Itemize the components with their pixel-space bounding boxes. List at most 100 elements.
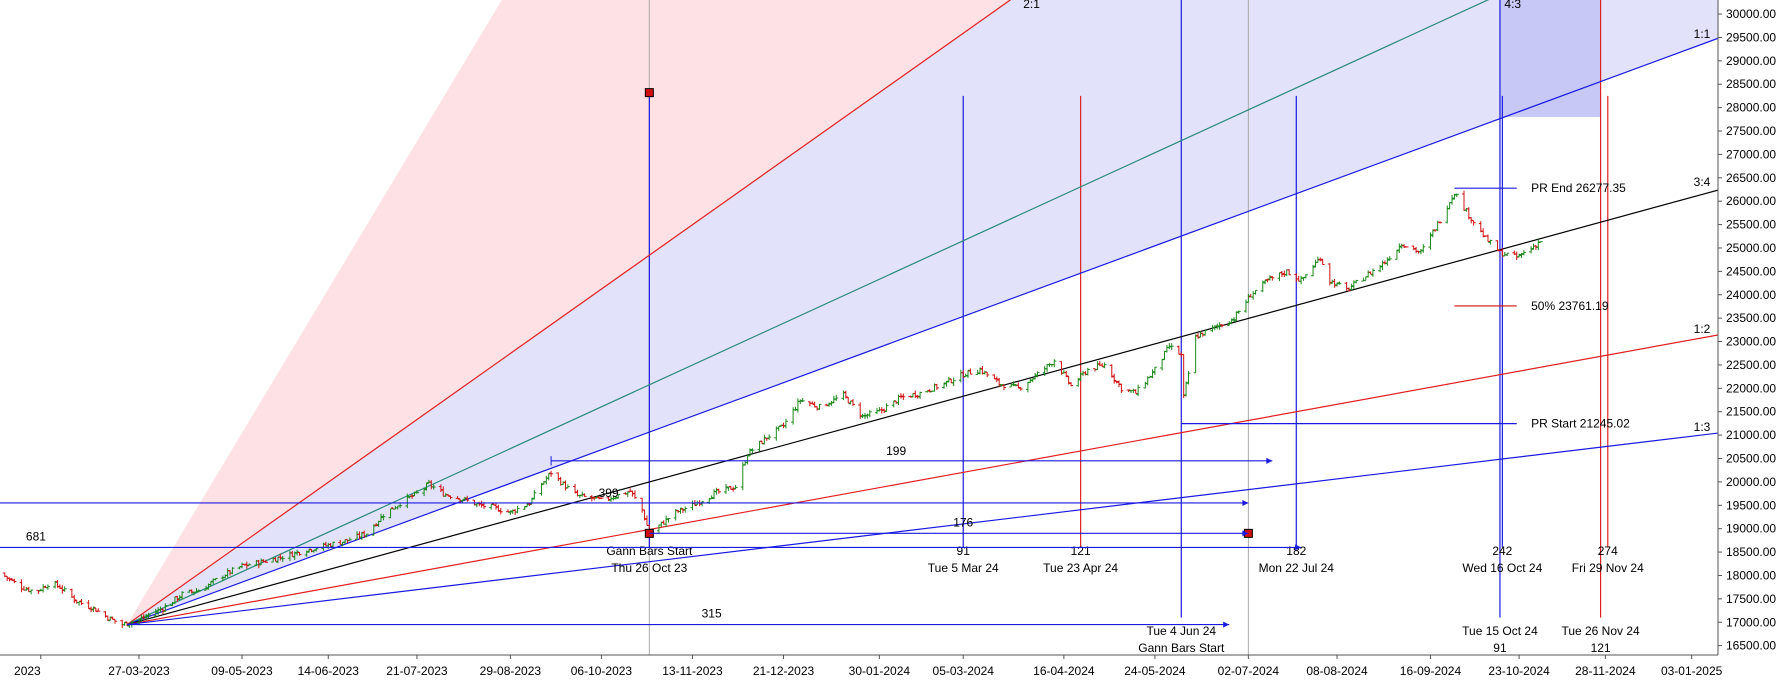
price-bar (1064, 370, 1069, 378)
price-bar (273, 557, 278, 562)
cycle-count-1: 91 (957, 544, 971, 558)
price-bar (29, 589, 34, 595)
x-tick-label-12: 24-05-2024 (1124, 664, 1186, 678)
price-bar (1253, 289, 1258, 295)
price-bar (1370, 268, 1375, 277)
price-bar (36, 589, 41, 595)
price-bar (831, 395, 836, 404)
price-bar (1533, 245, 1538, 250)
price-bar (589, 495, 594, 502)
price-bar (573, 483, 578, 494)
y-tick-label-21: 19500.00 (1726, 498, 1776, 512)
price-bar (666, 518, 671, 523)
gann-fan-lines (126, 0, 1718, 626)
cycle-guides (648, 0, 1609, 655)
price-bar (1162, 350, 1167, 361)
price-bar (177, 595, 182, 600)
price-bar (714, 487, 719, 495)
price-bar (1485, 234, 1490, 242)
bar-count-arrow-0 (1295, 544, 1302, 551)
price-bar (96, 608, 101, 612)
price-bar (1076, 377, 1081, 387)
price-bar (827, 402, 832, 407)
price-bar (1529, 246, 1534, 254)
price-bar (515, 505, 520, 514)
x-tick-label-6: 06-10-2023 (571, 664, 633, 678)
price-bar (750, 448, 755, 454)
y-tick-label-1: 29500.00 (1726, 30, 1776, 44)
bar-count-arrow-2 (1266, 457, 1273, 464)
price-bar (347, 537, 352, 541)
x-tick-label-15: 16-09-2024 (1400, 664, 1462, 678)
price-bar (244, 561, 249, 569)
price-level-label-1: 50% 23761.19 (1531, 299, 1609, 313)
price-bar (374, 523, 379, 527)
price-bar (1001, 384, 1006, 391)
price-bar (378, 513, 383, 523)
price-bar (1397, 243, 1402, 254)
price-bar (985, 371, 990, 378)
fan-label-4-3: 4:3 (1504, 0, 1521, 11)
price-bar (189, 589, 194, 594)
price-bar (1184, 381, 1189, 397)
x-tick-label-11: 16-04-2024 (1033, 664, 1095, 678)
price-bar (1143, 381, 1148, 389)
bar-count-arrow-1 (1242, 499, 1249, 506)
price-bar (927, 389, 932, 393)
cycle-date-2: Tue 23 Apr 24 (1043, 561, 1118, 575)
price-bar (1418, 248, 1423, 255)
price-bar (263, 559, 268, 563)
price-bar (422, 487, 427, 497)
price-bar (1303, 273, 1308, 279)
price-bar (1536, 239, 1541, 251)
price-bar (108, 616, 113, 622)
price-bar (1521, 250, 1526, 256)
price-bar (438, 484, 443, 493)
price-bar (781, 422, 786, 429)
price-bar (163, 603, 168, 612)
price-bar (582, 493, 587, 497)
price-bar (1263, 279, 1268, 285)
price-bar (1495, 240, 1500, 252)
price-bar (817, 403, 822, 410)
x-tick-label-14: 08-08-2024 (1306, 664, 1368, 678)
price-bar (1231, 317, 1236, 323)
price-bar (424, 482, 429, 491)
y-tick-label-15: 22500.00 (1726, 358, 1776, 372)
price-bar (304, 550, 309, 557)
price-bar (160, 608, 165, 614)
fan-line-3-4 (126, 189, 1718, 626)
price-bar (891, 400, 896, 408)
price-bar (398, 503, 403, 509)
x-tick-label-0: 2023 (14, 664, 41, 678)
price-bar (632, 490, 637, 499)
price-bar (683, 506, 688, 513)
price-bar (1267, 275, 1272, 281)
price-bar (431, 484, 436, 490)
price-bar (89, 606, 94, 613)
price-bar (465, 495, 470, 502)
price-bar (1301, 277, 1306, 281)
price-bar (934, 383, 939, 390)
price-bar (783, 418, 788, 429)
price-bar (915, 394, 920, 399)
price-bar (1428, 232, 1433, 250)
price-bar (556, 472, 561, 482)
x-tick-label-3: 14-06-2023 (298, 664, 360, 678)
y-tick-label-5: 27500.00 (1726, 124, 1776, 138)
price-bar (539, 482, 544, 496)
price-bar (549, 470, 554, 477)
price-bar (994, 376, 999, 383)
price-bar (747, 448, 752, 457)
price-bar (1164, 344, 1169, 353)
price-bar (462, 496, 467, 501)
cycle-date-1: Tue 5 Mar 24 (928, 561, 999, 575)
price-bar (1227, 321, 1232, 326)
price-bar (45, 584, 50, 590)
fan-label-1-2: 1:2 (1694, 322, 1711, 336)
price-bar (1234, 311, 1239, 322)
price-bar (496, 504, 501, 512)
price-bar (793, 406, 798, 411)
price-bar (410, 494, 415, 499)
